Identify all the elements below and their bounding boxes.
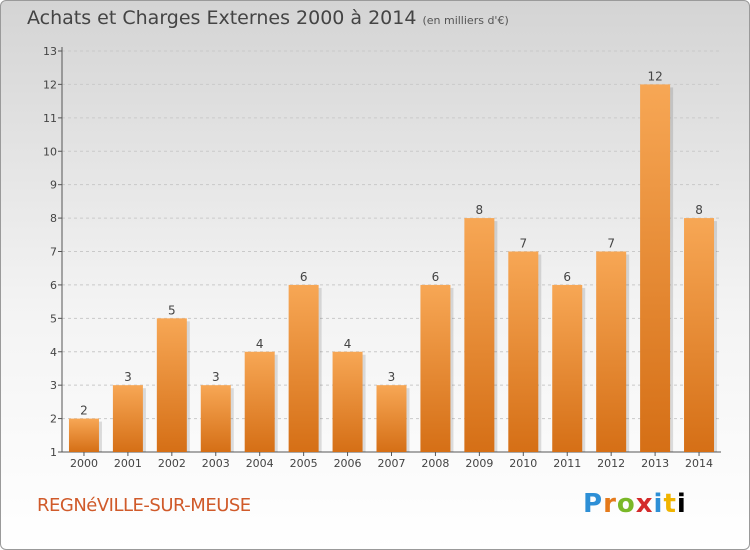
y-tick-label: 10 bbox=[43, 145, 57, 158]
y-tick-label: 4 bbox=[50, 346, 57, 359]
x-tick-label: 2010 bbox=[509, 457, 537, 470]
value-label: 3 bbox=[212, 370, 220, 384]
bar-2009 bbox=[464, 218, 495, 452]
bar-2000 bbox=[68, 418, 99, 452]
value-label: 7 bbox=[607, 237, 615, 251]
y-tick-label: 13 bbox=[43, 45, 57, 58]
logo-letter: o bbox=[616, 489, 636, 519]
y-tick-label: 3 bbox=[50, 379, 57, 392]
value-label: 7 bbox=[519, 237, 527, 251]
bar-2007 bbox=[376, 385, 407, 452]
x-tick-label: 2011 bbox=[553, 457, 581, 470]
y-tick-label: 9 bbox=[50, 179, 57, 192]
logo-letter: x bbox=[635, 489, 654, 519]
logo-letter: P bbox=[583, 489, 604, 519]
y-tick-label: 2 bbox=[50, 413, 57, 426]
chart-subtitle: (en milliers d'€) bbox=[422, 14, 509, 27]
y-tick-label: 1 bbox=[50, 446, 57, 459]
value-label: 6 bbox=[432, 270, 440, 284]
x-tick-label: 2008 bbox=[421, 457, 449, 470]
y-tick-label: 7 bbox=[50, 246, 57, 259]
bar-2013 bbox=[640, 84, 671, 453]
value-label: 3 bbox=[388, 370, 396, 384]
value-label: 4 bbox=[256, 337, 264, 351]
x-tick-label: 2012 bbox=[597, 457, 625, 470]
logo-letter: r bbox=[603, 489, 617, 519]
value-label: 6 bbox=[300, 270, 308, 284]
chart-title: Achats et Charges Externes 2000 à 2014 (e… bbox=[27, 7, 509, 29]
x-tick-label: 2013 bbox=[641, 457, 669, 470]
value-label: 4 bbox=[344, 337, 352, 351]
x-tick-label: 2009 bbox=[465, 457, 493, 470]
logo-letter: t bbox=[663, 489, 677, 519]
y-tick-label: 12 bbox=[43, 78, 57, 91]
logo-letter: i bbox=[676, 489, 687, 519]
x-tick-label: 2007 bbox=[378, 457, 406, 470]
bars bbox=[68, 84, 718, 453]
logo-letter: i bbox=[653, 489, 664, 519]
bar-2005 bbox=[288, 284, 319, 452]
bar-2006 bbox=[332, 351, 363, 452]
value-label: 2 bbox=[80, 404, 88, 418]
value-label: 6 bbox=[563, 270, 571, 284]
bar-2011 bbox=[552, 284, 583, 452]
x-tick-label: 2004 bbox=[246, 457, 274, 470]
x-tick-label: 2005 bbox=[290, 457, 318, 470]
bar-2002 bbox=[156, 318, 187, 452]
x-tick-label: 2006 bbox=[334, 457, 362, 470]
y-tick-label: 11 bbox=[43, 112, 57, 125]
bar-2012 bbox=[596, 251, 627, 452]
x-tick-label: 2002 bbox=[158, 457, 186, 470]
y-tick-label: 8 bbox=[50, 212, 57, 225]
value-label: 8 bbox=[695, 203, 703, 217]
y-tick-label: 5 bbox=[50, 312, 57, 325]
bar-2003 bbox=[200, 385, 231, 452]
x-tick-labels: 2000 2001 2002 2003 2004 2005 2006 2007 2008 2009… bbox=[70, 457, 713, 470]
commune-name: REGNéVILLE-SUR-MEUSE bbox=[37, 495, 251, 516]
x-tick-label: 2001 bbox=[114, 457, 142, 470]
bar-2004 bbox=[244, 351, 275, 452]
value-labels: 2 3 5 3 4 6 4 3 6 8 7 6 7 12 8 bbox=[80, 69, 703, 417]
bar-2008 bbox=[420, 284, 451, 452]
chart-title-text: Achats et Charges Externes 2000 à 2014 bbox=[27, 7, 417, 29]
value-label: 12 bbox=[647, 69, 662, 83]
x-tick-label: 2014 bbox=[685, 457, 713, 470]
bar-2010 bbox=[508, 251, 539, 452]
value-label: 8 bbox=[476, 203, 484, 217]
value-label: 5 bbox=[168, 303, 176, 317]
x-tick-label: 2003 bbox=[202, 457, 230, 470]
bar-2001 bbox=[112, 385, 143, 452]
value-label: 3 bbox=[124, 370, 132, 384]
x-tick-label: 2000 bbox=[70, 457, 98, 470]
y-tick-label: 6 bbox=[50, 279, 57, 292]
bar-2014 bbox=[684, 218, 715, 452]
proxiti-logo: Proxiti bbox=[583, 489, 687, 519]
